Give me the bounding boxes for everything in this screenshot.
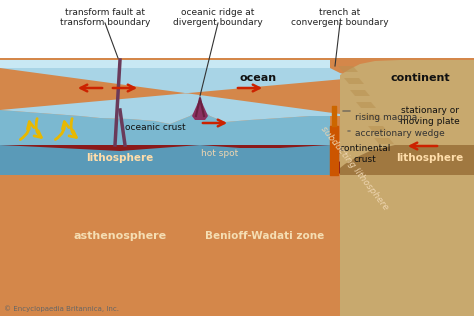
Text: ocean: ocean [239,73,276,83]
Polygon shape [380,150,400,156]
Text: continent: continent [390,73,450,83]
Text: accretionary wedge: accretionary wedge [355,130,445,138]
Polygon shape [356,102,376,108]
Text: transform fault at
transform boundary: transform fault at transform boundary [60,8,150,27]
Text: oceanic ridge at
divergent boundary: oceanic ridge at divergent boundary [173,8,263,27]
Polygon shape [338,66,358,72]
Polygon shape [0,60,330,68]
Text: © Encyclopaedia Britannica, Inc.: © Encyclopaedia Britannica, Inc. [4,305,119,312]
Polygon shape [0,145,330,175]
Polygon shape [192,98,208,120]
Text: hot spot: hot spot [201,149,238,159]
Polygon shape [344,78,364,84]
Text: continental
crust: continental crust [339,144,391,164]
Polygon shape [340,60,474,316]
Polygon shape [0,68,355,124]
Polygon shape [370,145,474,175]
Text: stationary or
moving plate: stationary or moving plate [400,106,460,126]
Text: Benioff-Wadati zone: Benioff-Wadati zone [205,231,325,241]
Text: lithosphere: lithosphere [396,153,464,163]
Text: oceanic crust: oceanic crust [125,124,185,132]
Polygon shape [0,108,330,145]
Polygon shape [0,145,330,175]
Text: subducting lithosphere: subducting lithosphere [319,124,391,212]
Polygon shape [368,126,388,132]
Text: lithosphere: lithosphere [86,153,154,163]
Polygon shape [362,114,382,120]
Polygon shape [330,145,440,316]
Text: trench at
convergent boundary: trench at convergent boundary [291,8,389,27]
Text: asthenosphere: asthenosphere [73,231,166,241]
Polygon shape [330,145,435,316]
Polygon shape [340,145,474,175]
Polygon shape [0,0,474,58]
Polygon shape [374,138,394,144]
Text: rising magma: rising magma [355,113,417,123]
Polygon shape [350,90,370,96]
